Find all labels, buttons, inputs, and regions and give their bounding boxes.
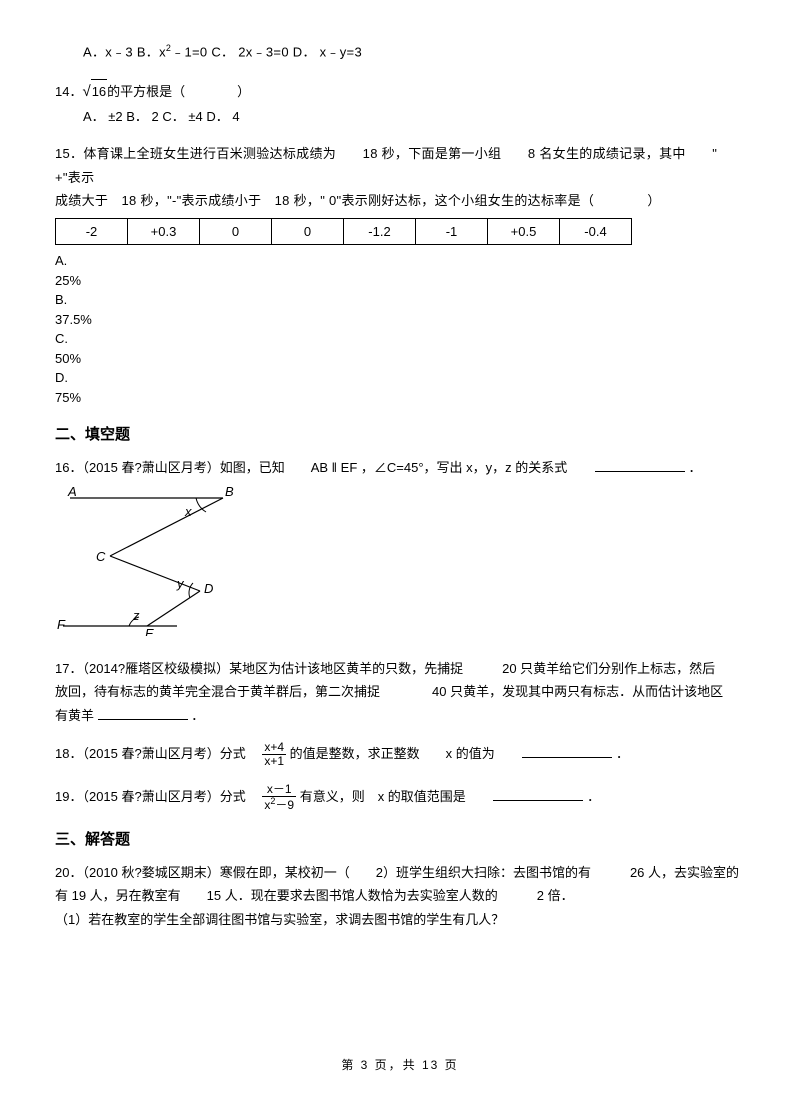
q19-pre: 19．（2015 春?萧山区月考）分式 [55,789,259,804]
frac-den: x+1 [262,755,286,768]
q15-table: -2+0.300-1.2-1+0.5-0.4 [55,218,745,245]
table-cell: 0 [272,219,344,245]
option-line: C. [55,329,745,349]
sqrt-icon: √16 [82,78,107,105]
q15-options: A.25% B.37.5% C.50% D.75% [55,251,745,407]
blank [493,787,583,801]
table-cell: -1.2 [344,219,416,245]
q17-l3: 有黄羊 ． [55,704,745,727]
svg-text:B: B [225,486,234,499]
table-cell: -2 [56,219,128,245]
q15-line1: 15．体育课上全班女生进行百米测验达标成绩为 18 秒，下面是第一小组 8 名女… [55,142,745,189]
q19: 19．（2015 春?萧山区月考）分式 x－1 x2－9 有意义，则 x 的取值… [55,783,745,812]
option-line: 25% [55,271,745,291]
q20-l2: 有 19 人，另在教室有 15 人．现在要求去图书馆人数恰为去实验室人数的 2 … [55,884,745,907]
q16-figure: A B C D E Fx y z [55,486,745,643]
option-line: B. [55,290,745,310]
q13-options: A．x﹣3 B．x2﹣1=0 C． 2x﹣3=0 D． x﹣y=3 [55,40,745,64]
table-cell: -0.4 [560,219,632,245]
svg-text:F: F [57,617,66,632]
q18-post: 的值是整数，求正整数 x 的值为 [290,746,495,761]
page-footer: 第 3 页，共 13 页 [0,1055,800,1077]
q15-line2: 成绩大于 18 秒，"-"表示成绩小于 18 秒，" 0"表示刚好达标，这个小组… [55,189,745,212]
option-line: 37.5% [55,310,745,330]
q17-l1: 17．（2014?雁塔区校级模拟）某地区为估计该地区黄羊的只数，先捕捉 20 只… [55,657,745,680]
period: ． [689,460,702,475]
q14: 14．√16的平方根是（ ） A． ±2 B． 2 C． ±4 D． 4 [55,78,745,128]
blank [522,744,612,758]
blank [98,706,188,720]
option-line: 75% [55,388,745,408]
q17: 17．（2014?雁塔区校级模拟）某地区为估计该地区黄羊的只数，先捕捉 20 只… [55,657,745,727]
period: ． [616,746,629,761]
table-cell: -1 [416,219,488,245]
frac-num: x－1 [262,783,296,797]
fraction: x+4 x+1 [262,741,286,768]
q14-options: A． ±2 B． 2 C． ±4 D． 4 [55,105,745,128]
fraction: x－1 x2－9 [262,783,296,812]
q18: 18．（2015 春?萧山区月考）分式 x+4 x+1 的值是整数，求正整数 x… [55,741,745,768]
q14-num: 14． [55,84,82,99]
svg-text:A: A [67,486,77,499]
q20-l1: 20．（2010 秋?婺城区期末）寒假在即，某校初一（ 2）班学生组织大扫除：去… [55,861,745,884]
blank [595,458,685,472]
section-3-title: 三、解答题 [55,826,745,853]
q14-post: 的平方根是（ ） [107,84,250,99]
option-line: 50% [55,349,745,369]
frac-den: x2－9 [262,797,296,812]
option-line: A. [55,251,745,271]
frac-num: x+4 [262,741,286,755]
q15: 15．体育课上全班女生进行百米测验达标成绩为 18 秒，下面是第一小组 8 名女… [55,142,745,407]
period: ． [191,708,204,723]
svg-text:D: D [204,581,213,596]
section-2-title: 二、填空题 [55,421,745,448]
q14-text: 14．√16的平方根是（ ） [55,84,250,99]
svg-text:C: C [96,549,106,564]
period: ． [587,789,600,804]
q16: 16．（2015 春?萧山区月考）如图，已知 AB ‖ EF ，∠C=45°，写… [55,456,745,643]
table-cell: +0.5 [488,219,560,245]
svg-text:x: x [184,504,192,519]
option-line: D. [55,368,745,388]
q20: 20．（2010 秋?婺城区期末）寒假在即，某校初一（ 2）班学生组织大扫除：去… [55,861,745,931]
q19-post: 有意义，则 x 的取值范围是 [300,789,466,804]
q18-pre: 18．（2015 春?萧山区月考）分式 [55,746,259,761]
q16-text: 16．（2015 春?萧山区月考）如图，已知 AB ‖ EF ，∠C=45°，写… [55,460,567,475]
q17-l2: 放回，待有标志的黄羊完全混合于黄羊群后，第二次捕捉 40 只黄羊，发现其中两只有… [55,680,745,703]
table-cell: +0.3 [128,219,200,245]
svg-text:z: z [132,608,140,623]
q20-l3: （1）若在教室的学生全部调往图书馆与实验室，求调去图书馆的学生有几人？ [55,908,745,931]
svg-text:E: E [145,626,154,636]
svg-text:y: y [176,576,185,591]
table-cell: 0 [200,219,272,245]
